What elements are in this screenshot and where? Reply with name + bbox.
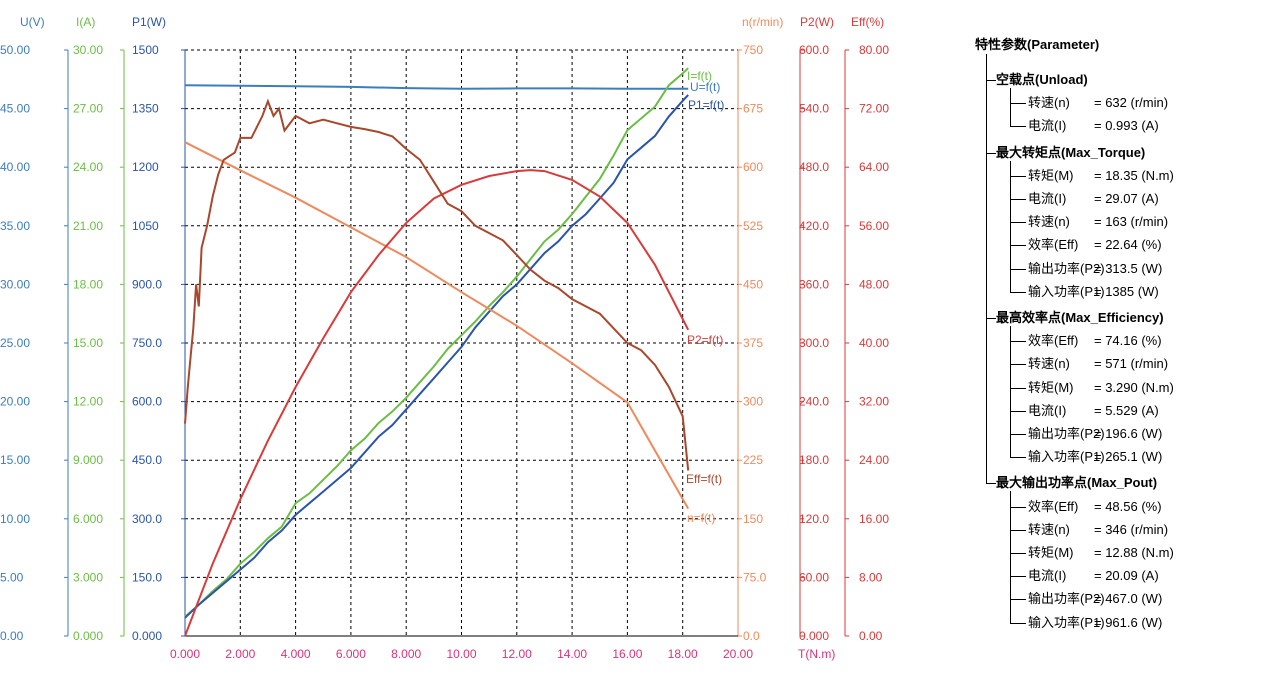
tick-label-n: 75.0 [743,570,767,584]
tick-label-P1: 150.0 [132,570,162,584]
x-tick-label: 6.000 [336,647,366,661]
tick-label-U: 10.00 [0,512,30,526]
x-tick-label: 18.00 [668,647,698,661]
series-line-P1 [184,94,689,619]
tick-label-P2: 300.0 [799,336,829,350]
tick-label-U: 5.00 [0,570,24,584]
tick-label-I: 24.00 [73,160,103,174]
tick-label-P1: 600.0 [132,395,162,409]
axis-label-U: U(V) [20,15,45,29]
tick-label-P1: 300.0 [132,512,162,526]
tick-label-Eff: 48.00 [859,277,889,291]
tick-label-P1: 0.000 [132,629,162,643]
tick-label-U: 40.00 [0,160,30,174]
tick-label-P2: 240.0 [799,395,829,409]
tick-label-U: 45.00 [0,102,30,116]
tick-label-Eff: 24.00 [859,453,889,467]
tick-label-P2: 0.000 [799,629,829,643]
tick-label-U: 0.00 [0,629,24,643]
tick-label-I: 30.00 [73,43,103,57]
tick-label-I: 6.000 [73,512,103,526]
tick-label-U: 25.00 [0,336,30,350]
series-label: P1=f(t) [688,98,724,112]
tick-label-I: 9.000 [73,453,103,467]
tick-label-I: 3.000 [73,570,103,584]
tick-label-Eff: 16.00 [859,512,889,526]
series-label: Eff=f(t) [686,472,722,486]
x-tick-label: 16.00 [612,647,642,661]
series-line-Eff [184,98,690,471]
tick-label-P1: 1350 [132,102,159,116]
axis-label-I: I(A) [76,15,95,29]
tick-label-P1: 450.0 [132,453,162,467]
tick-label-I: 27.00 [73,102,103,116]
tick-label-Eff: 56.00 [859,219,889,233]
x-tick-label: 8.000 [391,647,421,661]
x-tick-label: 12.00 [502,647,532,661]
tick-label-Eff: 40.00 [859,336,889,350]
x-tick-label: 4.000 [281,647,311,661]
tick-label-P2: 60.00 [799,570,829,584]
series-label: n=f(t) [687,511,715,525]
x-axis-label: T(N.m) [798,647,835,661]
tick-label-n: 375 [743,336,763,350]
tick-label-P2: 540.0 [799,102,829,116]
tick-label-n: 750 [743,43,763,57]
axis-label-P2: P2(W) [800,15,834,29]
tick-label-P1: 1200 [132,160,159,174]
tick-label-U: 35.00 [0,219,30,233]
tick-label-I: 0.000 [73,629,103,643]
tick-label-P1: 900.0 [132,277,162,291]
x-tick-label: 2.000 [225,647,255,661]
tick-label-n: 150 [743,512,763,526]
tick-label-U: 15.00 [0,453,30,467]
tick-label-n: 300 [743,395,763,409]
tick-label-P2: 360.0 [799,277,829,291]
series-line-U [184,84,689,90]
tick-label-P1: 750.0 [132,336,162,350]
tick-label-n: 525 [743,219,763,233]
axis-label-n: n(r/min) [742,15,783,29]
tick-label-Eff: 32.00 [859,395,889,409]
tick-label-P2: 180.0 [799,453,829,467]
tick-label-Eff: 80.00 [859,43,889,57]
tick-label-n: 0.0 [743,629,760,643]
tick-label-P1: 1500 [132,43,159,57]
tick-label-P2: 420.0 [799,219,829,233]
x-tick-label: 0.000 [170,647,200,661]
axis-label-P1: P1(W) [132,15,166,29]
tick-label-U: 50.00 [0,43,30,57]
tick-label-P2: 120.0 [799,512,829,526]
tick-label-n: 225 [743,453,763,467]
series-line-I [184,67,689,618]
tick-label-Eff: 8.00 [859,570,883,584]
tick-label-I: 18.00 [73,277,103,291]
tick-label-n: 675 [743,102,763,116]
x-tick-label: 20.00 [723,647,753,661]
tick-label-P1: 1050 [132,219,159,233]
tick-label-Eff: 0.00 [859,629,883,643]
tick-label-Eff: 64.00 [859,160,889,174]
tick-label-P2: 600.0 [799,43,829,57]
tick-label-I: 21.00 [73,219,103,233]
tick-label-U: 20.00 [0,395,30,409]
series-label: I=f(t) [687,69,712,83]
axis-label-Eff: Eff(%) [851,15,884,29]
tick-label-n: 600 [743,160,763,174]
tick-label-I: 12.00 [73,395,103,409]
tick-label-P2: 480.0 [799,160,829,174]
series-label: P2=f(t) [687,333,723,347]
series-label: U=f(t) [690,80,720,94]
x-tick-label: 14.00 [557,647,587,661]
tick-label-U: 30.00 [0,277,30,291]
tick-label-I: 15.00 [73,336,103,350]
x-tick-label: 10.00 [446,647,476,661]
tick-label-n: 450 [743,277,763,291]
series-line-n [184,141,690,510]
tick-label-Eff: 72.00 [859,102,889,116]
series-line-P2 [184,169,690,637]
